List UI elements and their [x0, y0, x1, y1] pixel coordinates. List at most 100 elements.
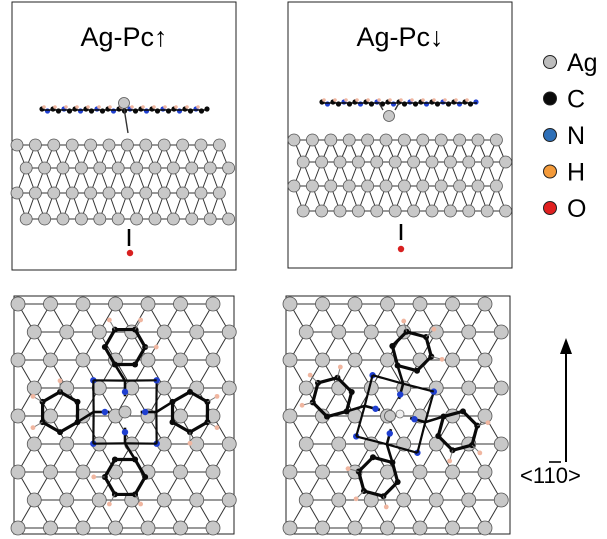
c-atom — [57, 429, 64, 436]
ag-atom — [10, 408, 26, 424]
ag-atom — [305, 179, 319, 193]
pc-atom — [434, 101, 441, 107]
ag-atom — [443, 155, 457, 169]
h-atom — [30, 425, 36, 431]
ag-atom — [185, 212, 199, 226]
ag-atom — [10, 520, 26, 536]
ag-atom — [493, 324, 509, 340]
ag-atom — [453, 179, 467, 193]
ag-atom — [43, 296, 58, 312]
ag-atom — [38, 161, 51, 175]
bond — [346, 404, 366, 413]
ag-atom — [91, 492, 107, 508]
ag-atom — [75, 296, 91, 312]
ag-atom — [130, 212, 144, 226]
pc-atom — [88, 108, 95, 114]
legend-swatch-h — [543, 164, 557, 179]
ag-atom — [412, 296, 428, 312]
ag-atom — [75, 161, 88, 175]
c-atom — [169, 419, 176, 426]
panel-frame-top-right — [287, 1, 513, 269]
bond — [133, 458, 147, 478]
ag-atom — [434, 133, 448, 147]
ag-atom — [315, 520, 330, 536]
ag-atom — [380, 296, 395, 312]
bond — [326, 409, 347, 419]
crystal-direction-indicator: <110> — [520, 338, 581, 488]
bond — [424, 415, 444, 424]
ag-atom — [222, 212, 236, 226]
h-atom — [214, 425, 220, 431]
h-atom — [431, 326, 437, 332]
ag-atom — [480, 155, 494, 169]
ag-atom — [370, 155, 384, 169]
ag-atom — [342, 133, 356, 147]
ag-atom — [298, 380, 314, 396]
legend-swatch-o — [543, 201, 557, 215]
ag-atom — [140, 520, 156, 536]
h-atom — [185, 105, 189, 109]
bond — [355, 405, 366, 437]
ag-atom — [425, 204, 439, 218]
bond — [437, 434, 454, 452]
c-atom — [348, 388, 355, 395]
h-atom — [307, 372, 313, 378]
h-atom — [299, 402, 305, 408]
legend-label-ag: Ag — [567, 49, 598, 77]
ag-atom — [298, 324, 314, 340]
h-atom — [91, 474, 97, 480]
ag-atom — [75, 520, 91, 536]
n-atom — [386, 430, 393, 437]
ag-atom — [324, 179, 338, 193]
ag-atom — [56, 212, 70, 226]
pc-atom — [473, 99, 479, 105]
ag-atom — [462, 155, 476, 169]
ag-atom — [489, 179, 503, 193]
direction-label-bar-digit: 1 — [543, 463, 555, 488]
bond — [424, 336, 433, 357]
ag-atom — [282, 464, 298, 480]
ag-atom — [205, 352, 221, 368]
ag-atom — [26, 324, 42, 340]
ag-atom — [412, 520, 428, 536]
c-atom — [101, 344, 108, 351]
pc-atom — [324, 101, 331, 107]
h-atom — [97, 105, 101, 109]
ag-atom — [156, 380, 172, 396]
bond — [123, 107, 129, 134]
ag-atom — [489, 133, 503, 147]
ag-atom — [397, 133, 411, 147]
ag-atom — [298, 492, 314, 508]
bond — [406, 330, 427, 339]
ag-atom — [416, 179, 430, 193]
n-atom — [372, 405, 379, 412]
ag-atom — [445, 520, 460, 536]
ag-atom — [173, 352, 188, 368]
pc-atom — [412, 101, 419, 107]
pc-atom — [423, 101, 430, 107]
bond — [357, 456, 375, 473]
pc-atom — [445, 101, 452, 107]
ag-atom — [140, 296, 156, 312]
ag-atom — [493, 492, 509, 508]
pc-atom — [456, 101, 463, 107]
pc-atom — [467, 101, 474, 107]
ag-atom — [121, 186, 134, 200]
ag-atom — [361, 133, 375, 147]
ag-atom — [296, 204, 310, 218]
ag-atom — [379, 179, 393, 193]
bond — [378, 102, 384, 111]
ag-atom — [185, 161, 199, 175]
ag-atom — [315, 155, 329, 169]
ag-atom — [412, 464, 428, 480]
ag-atom — [407, 204, 421, 218]
ag-atom — [157, 138, 171, 152]
ag-atom — [471, 179, 485, 193]
bond — [344, 391, 354, 412]
ag-atom — [315, 296, 330, 312]
h-atom — [163, 105, 167, 109]
ag-atom — [148, 212, 162, 226]
legend-swatch-n — [543, 128, 557, 142]
bond — [363, 489, 384, 498]
ag-atom — [361, 179, 375, 193]
